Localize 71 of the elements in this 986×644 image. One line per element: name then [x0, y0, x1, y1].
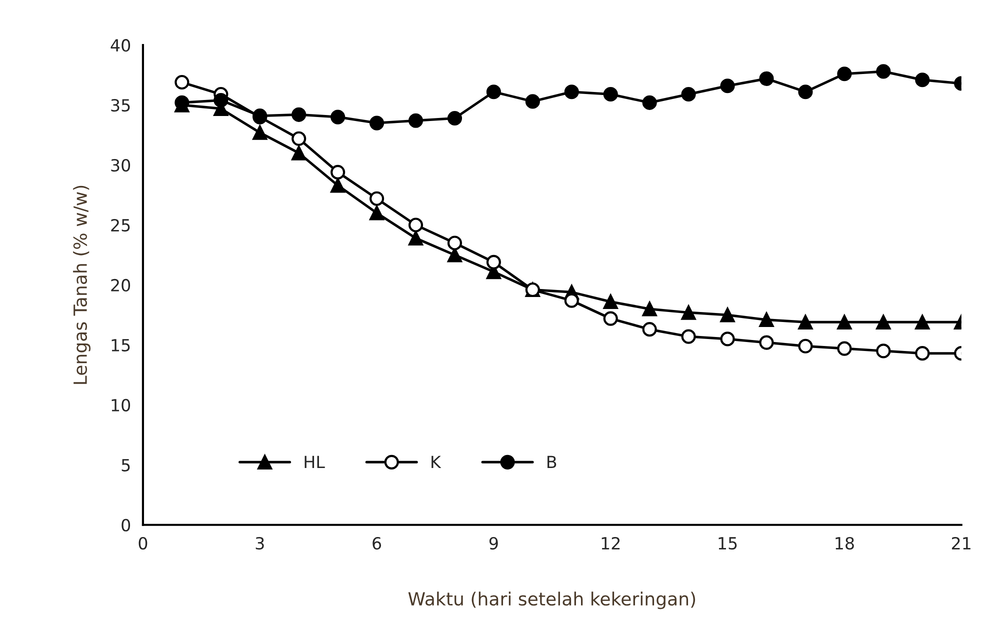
y-tick-label: 40 [110, 39, 130, 52]
point [370, 116, 384, 130]
x-tick-label: 0 [138, 536, 148, 550]
point [486, 84, 501, 100]
x-tick-label: 18 [836, 536, 854, 550]
point [798, 314, 813, 330]
y-tick-label: 15 [112, 339, 130, 352]
point [720, 78, 735, 94]
point [525, 94, 540, 109]
point [330, 110, 346, 124]
point [330, 164, 346, 180]
point [603, 294, 618, 310]
point [915, 72, 930, 88]
point [370, 206, 384, 220]
point [759, 312, 774, 328]
x-tick-label: 12 [602, 536, 620, 550]
y-tick-label: 30 [111, 158, 130, 172]
point [408, 230, 424, 246]
point [486, 254, 501, 270]
point [759, 71, 774, 86]
point [642, 302, 657, 316]
point [174, 74, 190, 90]
point [915, 346, 930, 361]
point [292, 131, 306, 146]
point [915, 314, 930, 330]
y-tick-label: 35 [111, 99, 130, 112]
point [681, 305, 696, 320]
point [642, 95, 657, 110]
point [681, 329, 696, 344]
point [720, 308, 735, 322]
point [603, 86, 618, 102]
point [564, 293, 579, 308]
legend-label: HL [304, 456, 325, 468]
point [214, 92, 228, 108]
point [876, 314, 891, 330]
point [564, 84, 579, 100]
y-tick-label: 20 [111, 278, 130, 292]
y-tick-label: 0 [122, 518, 130, 532]
point [370, 191, 384, 206]
point [408, 218, 424, 232]
point [408, 113, 424, 128]
x-axis-title: Waktu (hari setelah kekeringan) [408, 592, 696, 610]
point [798, 84, 813, 100]
y-axis-title: Lengas Tanah (% w/w) [73, 186, 91, 384]
point [876, 344, 891, 358]
point [798, 338, 813, 354]
point [642, 322, 657, 337]
x-tick-label: 6 [372, 536, 382, 550]
x-tick-label: 21 [952, 536, 970, 550]
point [447, 236, 462, 250]
y-tick-label: 25 [111, 218, 130, 232]
point [330, 178, 346, 193]
y-tick-label: 10 [112, 398, 130, 412]
point [837, 314, 852, 330]
point [837, 341, 852, 356]
point [876, 64, 891, 79]
legend-label: K [432, 456, 442, 468]
x-tick-label: 15 [718, 537, 737, 550]
legend-label: B [548, 456, 556, 468]
point [837, 66, 852, 82]
point [720, 332, 735, 346]
point [292, 146, 306, 160]
point [447, 110, 462, 126]
point [759, 335, 774, 350]
x-tick-label: 3 [256, 536, 264, 550]
point [292, 107, 306, 122]
point [603, 311, 618, 326]
y-tick-label: 5 [122, 459, 130, 472]
point [252, 125, 268, 140]
point [681, 86, 696, 102]
x-tick-label: 9 [489, 536, 498, 550]
